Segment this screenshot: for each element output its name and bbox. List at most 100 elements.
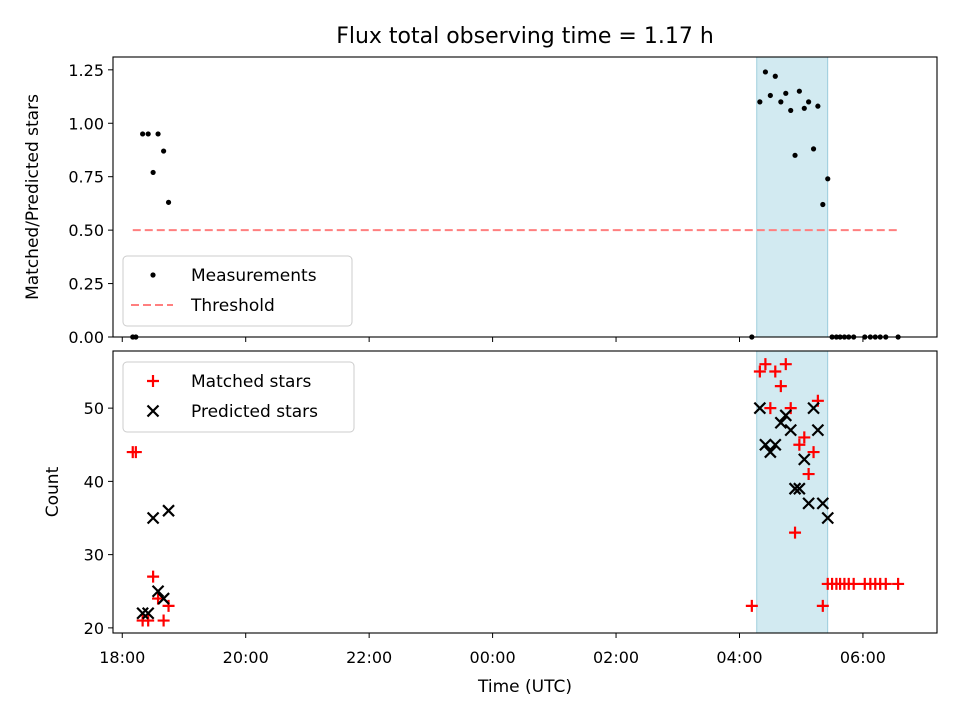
y-tick-label: 50 [84,399,104,418]
x-tick-label: 04:00 [716,648,762,667]
measurement-point [772,73,778,79]
predicted-star-point [136,606,149,620]
matched-star-point [157,614,170,627]
matched-star-point [142,614,155,627]
legend-label: Matched stars [191,372,311,392]
series-group [126,358,905,627]
predicted-star-point [157,592,170,605]
legend: Measurements Threshold [122,255,353,327]
predicted-star-point [788,482,802,495]
legend-swatch [150,272,156,278]
y-tick-label: 20 [84,619,104,638]
matched-star-point [798,431,811,444]
predicted-star-point [821,511,835,525]
matched-star-point [847,577,860,590]
chart-title: Flux total observing time = 1.17 h [336,24,714,49]
measurement-point [806,99,812,105]
measurement-point [165,199,172,205]
predicted-star-point [807,401,820,415]
y-tick-label: 0.00 [68,328,104,347]
x-axis-ticks: 18:00 20:00 22:00 00:00 02:00 04:00 06:00 [99,648,886,667]
matched-star-point [779,358,792,371]
matched-star-point [879,577,892,590]
matched-star-point [162,599,175,612]
matched-star-point [759,358,772,371]
y-tick-label: 1.25 [68,61,104,80]
bottom-panel-counts: 20 30 40 50 Count Matched stars Predicted star… [43,350,938,638]
measurement-point [150,169,156,176]
predicted-star-point [753,401,767,415]
matched-star-point [753,365,766,378]
measurement-point [767,92,773,99]
measurement-point [762,69,769,75]
x-tick-label: 20:00 [223,648,269,667]
x-axis-label: Time (UTC) [477,677,572,697]
legend-box [122,255,353,327]
x-tick-label: 18:00 [99,648,145,667]
predicted-star-point [759,438,772,452]
legend-label: Measurements [191,266,317,286]
legend-label: Threshold [190,296,275,316]
y-axis-label: Count [43,466,63,517]
x-tick-label: 06:00 [840,648,886,667]
measurement-point [815,103,821,109]
predicted-star-point [774,416,788,430]
highlight-span [756,56,829,338]
predicted-star-point [769,438,782,452]
y-axis-label: Matched/Predicted stars [23,94,43,300]
legend: Matched stars Predicted stars [122,361,355,433]
x-tick-label: 00:00 [470,648,516,667]
predicted-star-point [779,409,793,422]
measurement-point [783,90,789,96]
y-tick-label: 1.00 [68,114,104,133]
axes-frame [112,350,938,634]
predicted-star-point [802,497,815,510]
predicted-star-point [816,497,830,510]
predicted-star-point [146,511,160,525]
measurement-point [145,131,151,137]
matched-star-point [147,570,160,583]
y-tick-label: 0.25 [68,275,104,294]
predicted-star-point [764,445,777,459]
top-panel-measurements: 0.00 0.25 0.50 0.75 1.00 1.25 Matched/Predicte… [23,56,938,347]
predicted-star-point [162,504,175,517]
predicted-star-point [798,453,811,466]
matched-star-point [816,599,829,612]
matched-star-point [802,468,815,481]
matched-star-point [892,577,905,590]
legend-box [122,361,355,433]
matched-star-point [789,526,802,539]
y-tick-label: 40 [84,472,104,491]
matched-star-point [769,365,782,378]
measurement-point [801,105,807,111]
matched-star-point [784,402,797,415]
matched-star-point [745,599,758,612]
measurement-point [796,88,802,94]
measurement-point [820,201,826,208]
measurement-point [161,148,167,154]
measurement-point [140,131,146,137]
measurement-point [778,99,784,105]
predicted-star-point [793,482,806,495]
measurement-point [810,146,817,152]
axes-frame [112,56,938,338]
y-tick-label: 0.50 [68,221,104,240]
matched-star-point [807,446,820,459]
y-tick-label: 30 [84,546,104,565]
predicted-star-point [811,423,825,437]
matched-star-point [129,446,142,459]
predicted-star-point [784,423,797,437]
x-tick-label: 02:00 [593,648,639,667]
series-group [136,401,835,620]
y-tick-label: 0.75 [68,168,104,187]
predicted-star-point [141,606,155,620]
legend-label: Predicted stars [191,402,318,422]
matched-star-point [764,402,777,415]
legend-swatch [147,375,159,387]
predicted-star-point [151,584,165,598]
matched-star-point [774,380,787,393]
measurement-point [825,176,831,182]
legend-swatch [146,404,160,418]
measurement-point [788,107,794,114]
